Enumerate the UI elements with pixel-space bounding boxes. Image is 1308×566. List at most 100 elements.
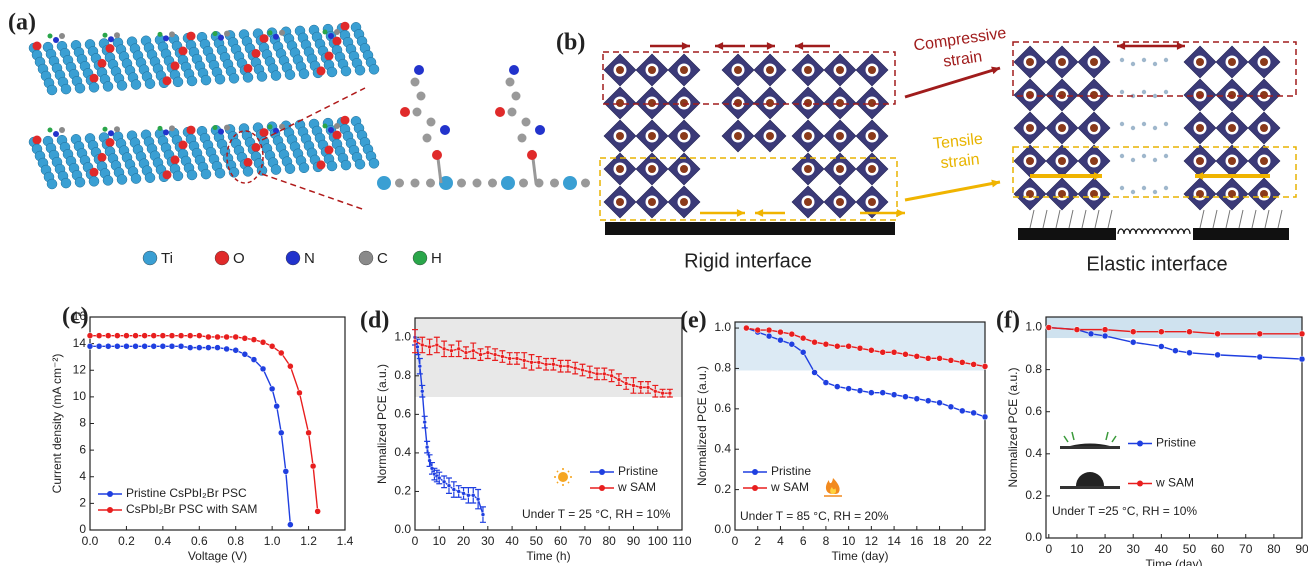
highlight-band (1046, 317, 1302, 338)
zoom-line (262, 174, 365, 210)
data-point (902, 351, 908, 357)
data-point (959, 408, 965, 414)
data-point (925, 398, 931, 404)
data-point (868, 347, 874, 353)
n-atom (509, 65, 519, 75)
n-atom (414, 65, 424, 75)
o-atom (325, 52, 334, 61)
data-point (515, 356, 519, 360)
data-point (1102, 327, 1108, 333)
y-tick-label: 1.0 (394, 329, 411, 343)
x-tick-label: 0 (1045, 542, 1052, 556)
cation (836, 165, 844, 173)
strain-label: strain (940, 151, 981, 172)
cation (1196, 124, 1204, 132)
atom-swatch (286, 251, 300, 265)
data-point (462, 491, 466, 495)
data-point (868, 390, 874, 396)
cation (734, 66, 742, 74)
data-point (959, 359, 965, 365)
ti-atom (355, 65, 365, 75)
x-tick-label: 10 (433, 534, 447, 548)
grass (1064, 432, 1116, 442)
data-point (187, 333, 193, 339)
data-point (205, 345, 211, 351)
cation (1090, 58, 1098, 66)
h-atom (103, 33, 108, 38)
c-atom (457, 179, 466, 188)
c-atom (423, 134, 432, 143)
data-point (1299, 356, 1305, 362)
substrate (1060, 486, 1120, 489)
cation (734, 132, 742, 140)
o-atom (187, 126, 196, 135)
y-tick-label: 12 (73, 362, 87, 376)
c-atom (114, 126, 120, 132)
data-point (452, 488, 456, 492)
c-atom (427, 118, 436, 127)
data-point (1215, 331, 1221, 337)
x-tick-label: 0.0 (82, 534, 99, 548)
data-point (522, 358, 526, 362)
data-point (114, 333, 120, 339)
strain-label: Compressive (913, 25, 1008, 55)
cation (868, 132, 876, 140)
data-point (1074, 327, 1080, 333)
data-point (457, 347, 461, 351)
o-atom (432, 150, 442, 160)
data-point (580, 368, 584, 372)
data-point (1088, 331, 1094, 337)
h-atom (213, 31, 218, 36)
o-atom (33, 136, 42, 145)
atom-label: H (431, 250, 442, 267)
x-axis-label: Time (h) (526, 549, 570, 563)
x-tick-label: 50 (530, 534, 544, 548)
data-point (178, 333, 184, 339)
ti-atom (563, 176, 577, 190)
y-tick-label: 0 (79, 522, 86, 536)
ti-atom (47, 85, 57, 95)
data-point (566, 364, 570, 368)
h-atom (158, 32, 163, 37)
cation (836, 198, 844, 206)
cation (804, 132, 812, 140)
data-point (653, 389, 657, 393)
data-point (948, 357, 954, 363)
data-point (428, 345, 432, 349)
data-point (493, 353, 497, 357)
data-point (283, 468, 289, 474)
data-point (743, 325, 749, 331)
n-atom (108, 130, 114, 136)
sam-molecule (1164, 58, 1168, 62)
legend-label: CsPbI₂Br PSC with SAM (126, 502, 257, 516)
data-point (573, 366, 577, 370)
cation (1196, 157, 1204, 165)
data-point (823, 341, 829, 347)
data-point (971, 361, 977, 367)
x-tick-label: 8 (823, 534, 830, 548)
y-axis-label: Normalized PCE (a.u.) (375, 364, 389, 484)
c-atom (488, 179, 497, 188)
data-point (260, 366, 266, 372)
ti-atom (341, 66, 351, 76)
strain-arrow-head (755, 209, 763, 217)
sam-molecule (1142, 90, 1146, 94)
data-point (142, 333, 148, 339)
data-point (96, 343, 102, 349)
data-point (215, 345, 221, 351)
x-tick-label: 0 (732, 534, 739, 548)
data-point (766, 327, 772, 333)
ti-atom (61, 84, 71, 94)
x-tick-label: 20 (956, 534, 970, 548)
strain-arrow-head (1117, 42, 1125, 50)
c-atom (519, 179, 528, 188)
panel-label: (d) (360, 308, 389, 334)
x-tick-label: 18 (933, 534, 947, 548)
data-point (418, 364, 422, 368)
legend-label: Pristine (618, 464, 658, 478)
data-point (306, 430, 312, 436)
c-atom (506, 78, 515, 87)
o-atom (527, 150, 537, 160)
x-tick-label: 20 (457, 534, 471, 548)
n-atom (163, 35, 169, 41)
